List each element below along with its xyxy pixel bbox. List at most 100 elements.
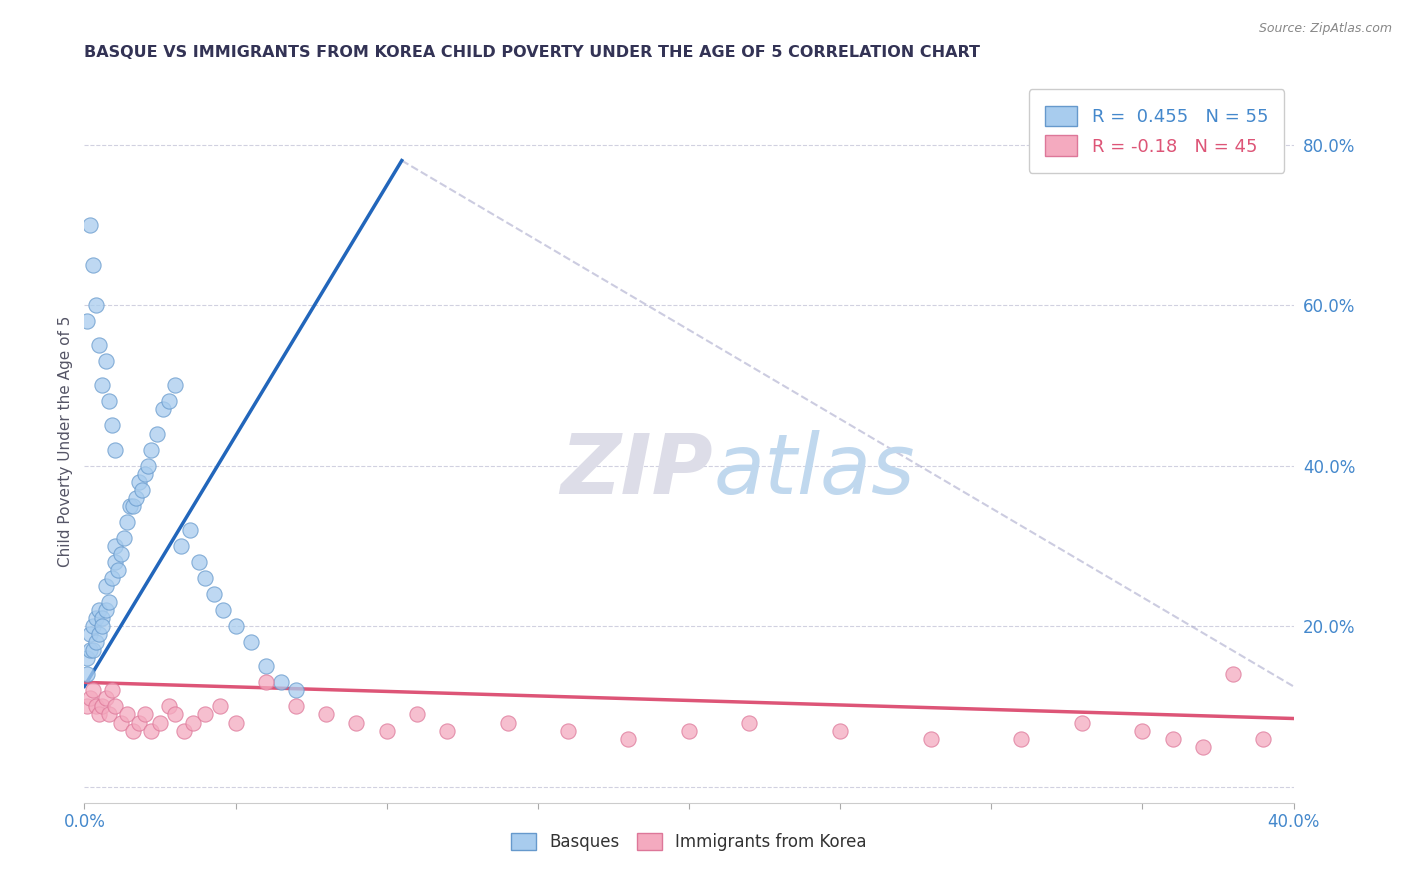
Point (76, 651, 98, 665)
Point (100, 571, 122, 585)
Point (134, 467, 156, 481)
Text: BASQUE VS IMMIGRANTS FROM KOREA CHILD POVERTY UNDER THE AGE OF 5 CORRELATION CHA: BASQUE VS IMMIGRANTS FROM KOREA CHILD PO… (84, 45, 980, 60)
Point (91, 699, 114, 714)
Point (136, 458, 159, 473)
Point (104, 699, 127, 714)
Legend: Basques, Immigrants from Korea: Basques, Immigrants from Korea (503, 825, 875, 860)
Point (104, 442, 127, 457)
Point (125, 491, 148, 505)
Point (94, 354, 117, 368)
Point (179, 523, 201, 537)
Point (1011, 731, 1033, 746)
Point (97, 394, 120, 409)
Point (91, 611, 114, 625)
Point (91, 378, 114, 392)
Point (100, 418, 122, 433)
Point (496, 715, 519, 730)
Point (100, 683, 122, 698)
Point (830, 723, 852, 738)
Text: atlas: atlas (713, 430, 915, 511)
Point (128, 475, 150, 489)
Point (76, 667, 98, 681)
Point (79, 643, 101, 657)
Point (157, 699, 180, 714)
Point (1161, 731, 1184, 746)
Point (346, 715, 368, 730)
Point (1130, 723, 1153, 738)
Point (89, 603, 111, 617)
Point (79, 218, 101, 232)
Point (738, 715, 761, 730)
Point (270, 675, 292, 690)
Point (110, 715, 132, 730)
Point (86, 611, 108, 625)
Point (82, 619, 104, 633)
Point (115, 707, 138, 722)
Point (165, 378, 187, 392)
Point (225, 619, 247, 633)
Point (89, 707, 111, 722)
Point (104, 555, 127, 569)
Point (118, 499, 141, 513)
Point (1222, 667, 1244, 681)
Point (112, 531, 135, 545)
Point (82, 683, 104, 698)
Point (1253, 731, 1275, 746)
Point (79, 691, 101, 706)
Point (104, 539, 127, 553)
Point (181, 715, 204, 730)
Point (94, 691, 117, 706)
Point (436, 723, 458, 738)
Point (121, 499, 143, 513)
Point (89, 627, 111, 641)
Point (134, 707, 156, 722)
Point (209, 699, 232, 714)
Y-axis label: Child Poverty Under the Age of 5: Child Poverty Under the Age of 5 (58, 316, 73, 567)
Point (678, 723, 700, 738)
Point (170, 539, 193, 553)
Point (202, 587, 225, 601)
Point (107, 563, 129, 577)
Point (239, 635, 262, 649)
Point (157, 394, 180, 409)
Point (86, 635, 108, 649)
Point (79, 627, 101, 641)
Point (76, 699, 98, 714)
Point (94, 579, 117, 593)
Point (1071, 715, 1094, 730)
Text: Source: ZipAtlas.com: Source: ZipAtlas.com (1258, 22, 1392, 36)
Point (82, 258, 104, 272)
Point (212, 603, 235, 617)
Point (89, 338, 111, 352)
Point (146, 426, 169, 441)
Point (285, 683, 308, 698)
Point (315, 707, 337, 722)
Point (97, 707, 120, 722)
Point (139, 723, 162, 738)
Point (128, 715, 150, 730)
Point (254, 675, 277, 690)
Point (617, 731, 640, 746)
Point (1192, 739, 1215, 754)
Text: ZIP: ZIP (561, 430, 713, 511)
Point (149, 715, 172, 730)
Point (152, 402, 174, 417)
Point (110, 547, 132, 561)
Point (375, 723, 398, 738)
Point (131, 483, 153, 497)
Point (121, 723, 143, 738)
Point (94, 603, 117, 617)
Point (86, 298, 108, 312)
Point (285, 699, 308, 714)
Point (920, 731, 942, 746)
Point (194, 571, 217, 585)
Point (139, 442, 162, 457)
Point (97, 595, 120, 609)
Point (173, 723, 195, 738)
Point (194, 707, 217, 722)
Point (188, 555, 211, 569)
Point (406, 707, 429, 722)
Point (225, 715, 247, 730)
Point (165, 707, 187, 722)
Point (254, 659, 277, 673)
